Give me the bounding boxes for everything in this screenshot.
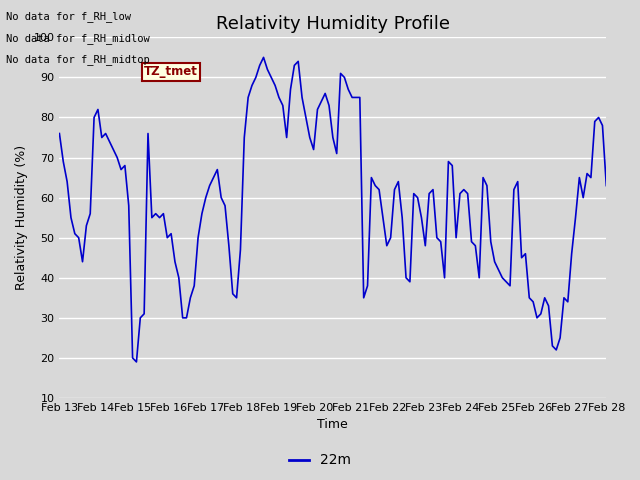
Text: TZ_tmet: TZ_tmet xyxy=(144,65,198,78)
Legend: 22m: 22m xyxy=(283,448,357,473)
Title: Relativity Humidity Profile: Relativity Humidity Profile xyxy=(216,15,450,33)
X-axis label: Time: Time xyxy=(317,419,348,432)
Y-axis label: Relativity Humidity (%): Relativity Humidity (%) xyxy=(15,145,28,290)
Text: No data for f_RH_midtop: No data for f_RH_midtop xyxy=(6,54,150,65)
Text: No data for f_RH_midlow: No data for f_RH_midlow xyxy=(6,33,150,44)
Text: No data for f_RH_low: No data for f_RH_low xyxy=(6,11,131,22)
